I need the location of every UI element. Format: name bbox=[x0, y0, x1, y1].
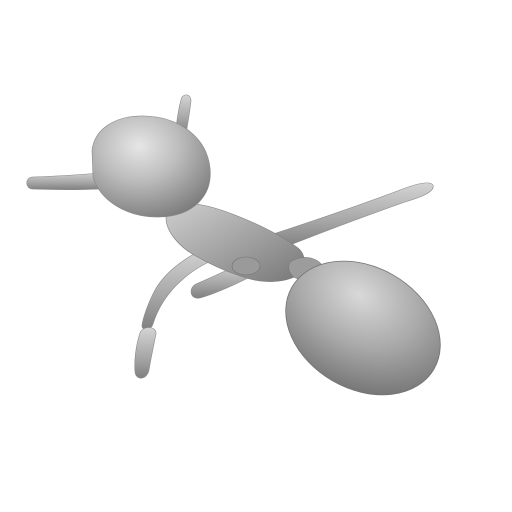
leg-joint bbox=[231, 256, 261, 276]
leg-right-long bbox=[269, 182, 434, 248]
leg-front-left-lower bbox=[134, 327, 157, 379]
head bbox=[91, 115, 211, 218]
antenna-top bbox=[175, 94, 192, 135]
gaster bbox=[285, 260, 441, 396]
thorax bbox=[165, 202, 305, 282]
antenna-left bbox=[26, 171, 115, 190]
